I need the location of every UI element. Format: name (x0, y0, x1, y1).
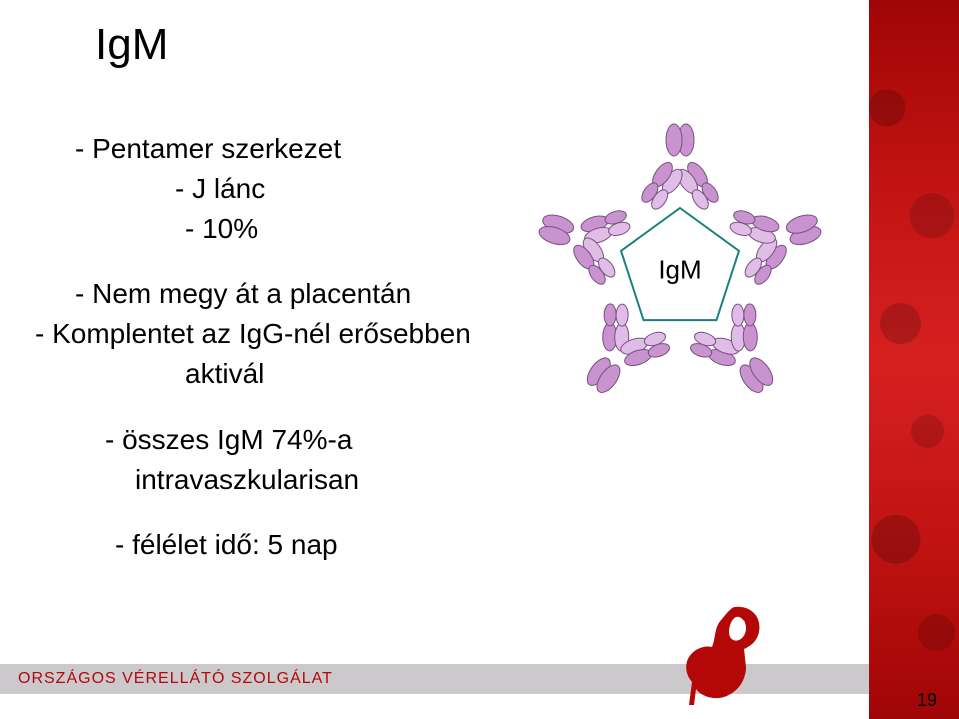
bullet-line: - félélet idő: 5 nap (75, 526, 471, 564)
bullet-line: - Komplentet az IgG-nél erősebben (35, 315, 471, 353)
bullet-line: intravaszkularisan (75, 461, 471, 499)
footer-org-text: ORSZÁGOS VÉRELLÁTÓ SZOLGÁLAT (18, 670, 333, 688)
page-number: 19 (917, 690, 937, 711)
bullet-line: aktivál (75, 355, 471, 393)
igm-pentamer-diagram: IgM (510, 100, 850, 440)
pelican-logo-icon (674, 597, 774, 707)
bullet-content: - Pentamer szerkezet - J lánc - 10% - Ne… (75, 130, 471, 592)
bullet-line: - 10% (75, 210, 471, 248)
bullet-line: - Nem megy át a placentán (75, 275, 471, 313)
right-decorative-stripe (869, 0, 959, 719)
slide-title: IgM (95, 20, 168, 70)
slide: IgM - Pentamer szerkezet - J lánc - 10% … (0, 0, 959, 719)
bullet-line: - összes IgM 74%-a (75, 421, 471, 459)
slide-footer: ORSZÁGOS VÉRELLÁTÓ SZOLGÁLAT (0, 655, 869, 719)
bullet-line: - J lánc (75, 170, 471, 208)
diagram-label: IgM (658, 255, 701, 286)
bullet-line: - Pentamer szerkezet (75, 130, 471, 168)
